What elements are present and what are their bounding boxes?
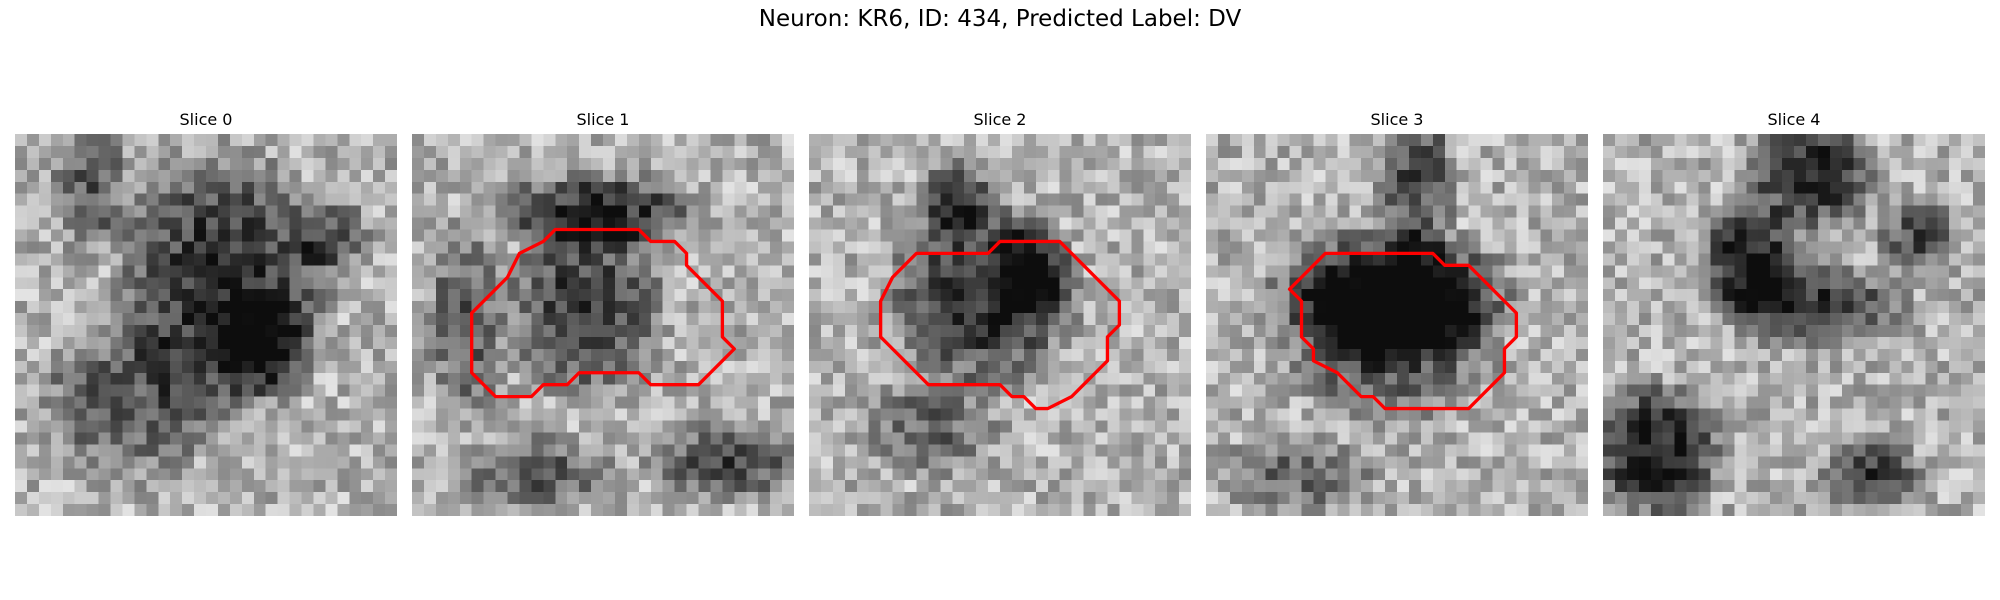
- slice-image: [1603, 134, 1985, 516]
- slice-title: Slice 1: [576, 110, 630, 129]
- slice-title: Slice 2: [973, 110, 1027, 129]
- roi-outline: [1287, 251, 1519, 411]
- slice-image: [809, 134, 1191, 516]
- roi-outline: [878, 239, 1122, 411]
- slice-panel-4: Slice 4: [1603, 110, 1985, 516]
- slice-panel-0: Slice 0: [15, 110, 397, 516]
- slice-panel-2: Slice 2: [809, 110, 1191, 516]
- slice-panel-1: Slice 1: [412, 110, 794, 516]
- slice-title: Slice 3: [1370, 110, 1424, 129]
- slice-title: Slice 4: [1767, 110, 1821, 129]
- slice-panel-3: Slice 3: [1206, 110, 1588, 516]
- slice-image: [15, 134, 397, 516]
- slice-title: Slice 0: [179, 110, 233, 129]
- roi-outline: [470, 227, 736, 399]
- figure-title: Neuron: KR6, ID: 434, Predicted Label: D…: [758, 6, 1242, 32]
- slice-image: [1206, 134, 1588, 516]
- slice-image: [412, 134, 794, 516]
